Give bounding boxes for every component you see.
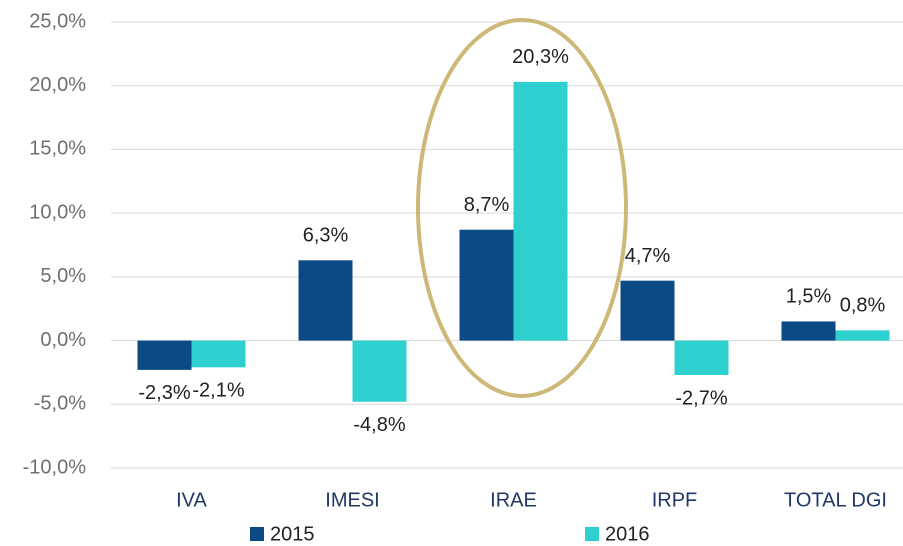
legend-label: 2016 [605,523,650,545]
bar [674,340,729,375]
legend-swatch [250,527,264,541]
y-tick-label: 25,0% [29,10,86,32]
data-label: 20,3% [512,46,569,68]
bar [513,81,568,341]
x-tick-label: IVA [176,489,207,511]
data-label: -4,8% [353,414,405,436]
bar [298,260,353,341]
x-tick-label: TOTAL DGI [784,489,887,511]
y-tick-label: 10,0% [29,201,86,223]
x-tick-label: IRAE [490,489,537,511]
bar [191,340,246,368]
y-tick-label: -5,0% [34,393,86,415]
y-tick-label: 0,0% [40,329,86,351]
data-label: -2,1% [192,380,244,402]
bar [835,330,890,341]
x-tick-label: IRPF [652,489,698,511]
bar [781,321,836,341]
bar [137,340,192,370]
data-label: -2,7% [675,387,727,409]
y-tick-label: 20,0% [29,74,86,96]
data-label: 6,3% [303,225,349,247]
data-label: 0,8% [840,295,886,317]
highlight-ellipse [416,18,628,398]
y-tick-label: 5,0% [40,265,86,287]
y-tick-label: 15,0% [29,138,86,160]
data-label: -2,3% [138,382,190,404]
bar [620,280,675,341]
x-tick-label: IMESI [325,489,379,511]
data-label: 8,7% [464,194,510,216]
y-tick-label: -10,0% [23,456,87,478]
legend-label: 2015 [270,523,315,545]
bar [459,229,514,341]
data-label: 1,5% [786,286,832,308]
data-label: 4,7% [625,245,671,267]
bar [352,340,407,402]
legend-swatch [585,527,599,541]
